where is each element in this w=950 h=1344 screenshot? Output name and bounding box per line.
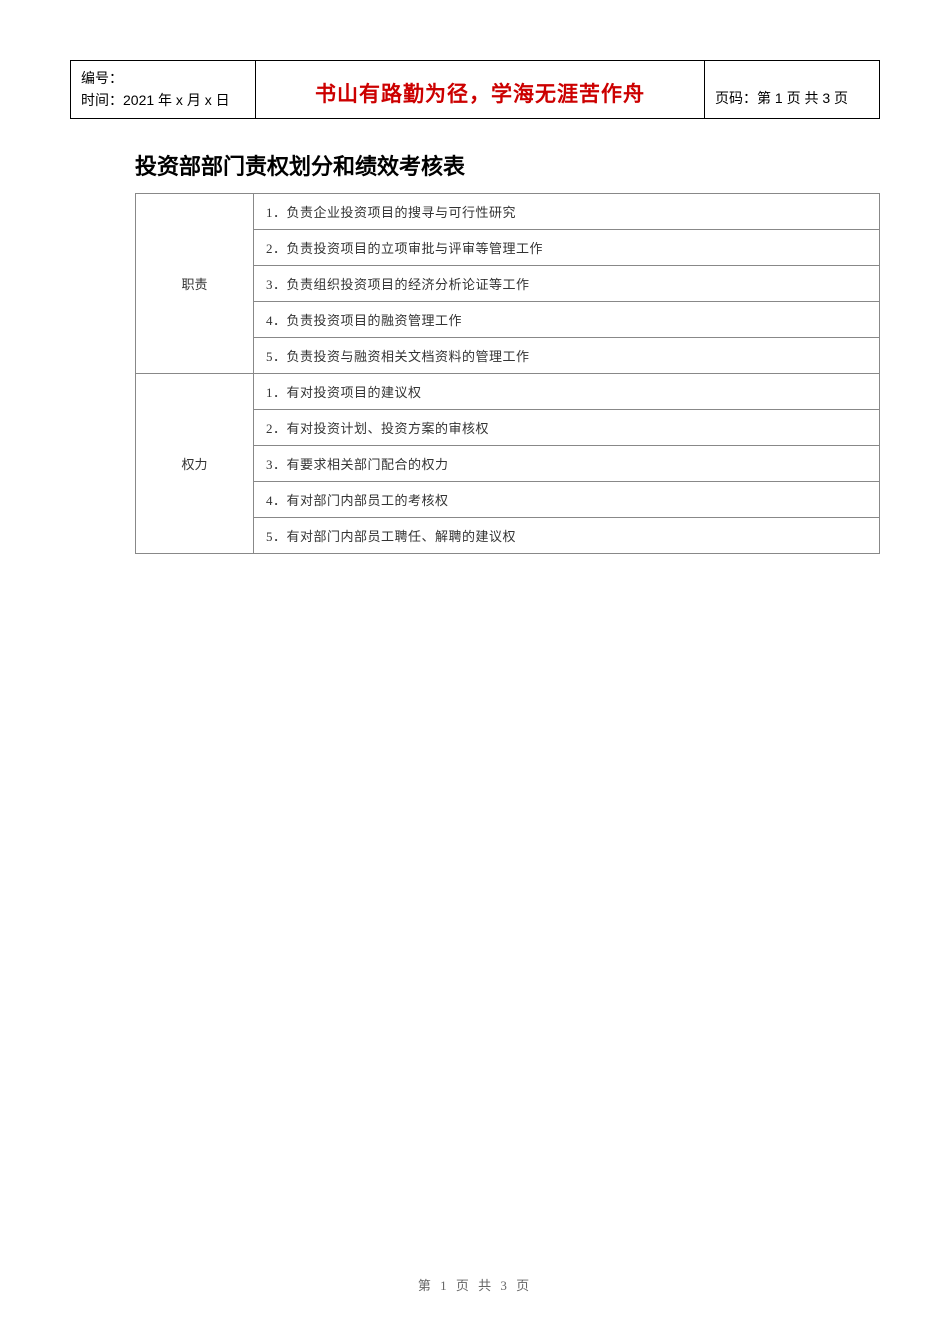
doc-number-label: 编号： [81,67,245,89]
header-right-cell: 页码：第 1 页 共 3 页 [705,61,880,119]
header-center-cell: 书山有路勤为径，学海无涯苦作舟 [256,61,705,119]
table-row: 职责 1．负责企业投资项目的搜寻与可行性研究 [136,193,880,229]
authority-item: 5．有对部门内部员工聘任、解聘的建议权 [254,517,880,553]
page-footer: 第 1 页 共 3 页 [0,1275,950,1294]
section-label-authority: 权力 [136,373,254,553]
responsibility-item: 1．负责企业投资项目的搜寻与可行性研究 [254,193,880,229]
section-label-responsibility: 职责 [136,193,254,373]
responsibility-item: 2．负责投资项目的立项审批与评审等管理工作 [254,229,880,265]
header-left-cell: 编号： 时间：2021 年 x 月 x 日 [71,61,256,119]
responsibility-item: 4．负责投资项目的融资管理工作 [254,301,880,337]
content-area: 投资部部门责权划分和绩效考核表 职责 1．负责企业投资项目的搜寻与可行性研究 2… [70,149,880,554]
document-page: 编号： 时间：2021 年 x 月 x 日 书山有路勤为径，学海无涯苦作舟 页码… [0,0,950,1344]
responsibility-item: 3．负责组织投资项目的经济分析论证等工作 [254,265,880,301]
authority-item: 1．有对投资项目的建议权 [254,373,880,409]
authority-item: 2．有对投资计划、投资方案的审核权 [254,409,880,445]
document-title: 投资部部门责权划分和绩效考核表 [135,149,880,181]
table-row: 权力 1．有对投资项目的建议权 [136,373,880,409]
doc-date-label: 时间：2021 年 x 月 x 日 [81,89,245,111]
authority-item: 4．有对部门内部员工的考核权 [254,481,880,517]
header-table: 编号： 时间：2021 年 x 月 x 日 书山有路勤为径，学海无涯苦作舟 页码… [70,60,880,119]
authority-item: 3．有要求相关部门配合的权力 [254,445,880,481]
responsibilities-table: 职责 1．负责企业投资项目的搜寻与可行性研究 2．负责投资项目的立项审批与评审等… [135,193,880,554]
responsibility-item: 5．负责投资与融资相关文档资料的管理工作 [254,337,880,373]
